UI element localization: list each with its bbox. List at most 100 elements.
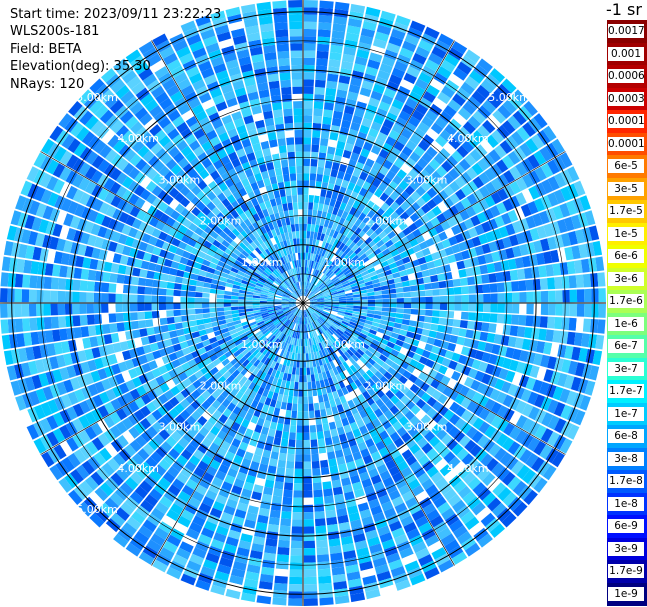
range-bin-cell xyxy=(337,426,345,436)
range-bin-cell xyxy=(559,203,571,218)
range-bin-cell xyxy=(461,294,469,303)
range-bin-cell xyxy=(173,72,188,84)
range-bin-cell xyxy=(361,342,370,350)
range-bin-cell xyxy=(305,274,308,282)
range-bin-cell xyxy=(274,481,284,490)
range-bin-cell xyxy=(453,311,462,320)
range-bin-cell xyxy=(345,359,353,368)
range-bin-cell xyxy=(314,504,325,512)
range-bin-cell xyxy=(523,101,538,117)
range-bin-cell xyxy=(362,164,372,175)
range-bin-cell xyxy=(426,466,439,478)
range-bin-cell xyxy=(201,454,213,466)
range-bin-cell xyxy=(265,332,273,339)
range-bin-cell xyxy=(331,566,345,576)
range-bin-cell xyxy=(307,323,311,332)
range-bin-cell xyxy=(316,280,323,287)
range-bin-cell xyxy=(354,218,363,227)
range-bin-cell xyxy=(310,299,318,302)
range-bin-cell xyxy=(346,297,354,301)
range-bin-cell xyxy=(148,155,160,168)
range-bin-cell xyxy=(281,297,290,300)
range-bin-cell xyxy=(434,372,445,382)
range-bin-cell xyxy=(482,284,491,293)
range-bin-cell xyxy=(214,420,224,430)
range-bin-cell xyxy=(90,223,101,236)
range-bin-cell xyxy=(309,345,314,353)
range-bin-cell xyxy=(305,309,309,317)
range-bin-cell xyxy=(293,108,303,116)
range-bin-cell xyxy=(216,31,232,42)
range-bin-cell xyxy=(368,151,378,162)
range-bin-cell xyxy=(103,177,116,191)
range-bin-cell xyxy=(316,173,323,182)
range-bin-cell xyxy=(437,273,446,282)
range-bin-cell xyxy=(334,588,349,598)
range-bin-cell xyxy=(204,322,213,329)
range-bin-cell xyxy=(463,338,473,348)
range-bin-cell xyxy=(352,291,360,295)
range-bin-cell xyxy=(359,409,368,419)
range-bin-cell xyxy=(153,160,165,173)
range-bin-cell xyxy=(238,312,247,317)
range-bin-cell xyxy=(400,466,413,478)
range-bin-cell xyxy=(270,285,278,290)
range-bin-cell xyxy=(347,578,363,588)
range-bin-cell xyxy=(538,265,547,278)
range-bin-cell xyxy=(46,415,59,430)
range-bin-cell xyxy=(374,310,382,316)
range-bin-cell xyxy=(359,289,368,294)
range-bin-cell xyxy=(145,413,157,426)
range-bin-cell xyxy=(286,288,293,294)
range-bin-cell xyxy=(331,275,338,282)
range-bin-cell xyxy=(101,215,112,228)
range-bin-cell xyxy=(149,342,159,352)
range-bin-cell xyxy=(526,303,534,315)
range-bin-cell xyxy=(149,488,163,501)
range-bin-cell xyxy=(152,246,162,256)
range-bin-cell xyxy=(140,93,154,107)
range-bin-cell xyxy=(109,492,124,507)
range-bin-cell xyxy=(331,301,340,303)
range-bin-cell xyxy=(174,231,185,241)
range-bin-cell xyxy=(158,288,167,296)
range-bin-cell xyxy=(265,382,272,391)
range-bin-cell xyxy=(395,339,404,347)
range-bin-cell xyxy=(382,159,393,170)
range-bin-cell xyxy=(438,33,454,47)
range-bin-cell xyxy=(360,296,368,300)
range-bin-cell xyxy=(185,66,200,78)
range-bin-cell xyxy=(212,17,228,29)
range-bin-cell xyxy=(430,140,443,153)
range-bin-cell xyxy=(460,81,475,95)
range-bin-cell xyxy=(443,105,457,118)
range-bin-cell xyxy=(304,288,306,296)
range-bin-cell xyxy=(238,303,246,307)
range-bin-cell xyxy=(39,344,49,358)
range-bin-cell xyxy=(390,267,399,274)
range-bin-cell xyxy=(348,159,357,169)
range-bin-cell xyxy=(267,299,275,302)
range-bin-cell xyxy=(366,369,375,378)
range-bin-cell xyxy=(158,521,173,534)
range-bin-cell xyxy=(269,383,276,393)
range-bin-cell xyxy=(316,232,322,241)
range-bin-cell xyxy=(403,421,414,432)
range-bin-cell xyxy=(216,303,224,308)
range-bin-cell xyxy=(272,205,279,214)
range-bin-cell xyxy=(557,248,567,262)
range-bin-cell xyxy=(173,522,188,534)
range-bin-cell xyxy=(449,262,459,271)
range-bin-cell xyxy=(105,149,118,163)
range-bin-cell xyxy=(471,501,486,516)
range-bin-cell xyxy=(393,254,402,262)
range-bin-cell xyxy=(195,15,211,27)
range-bin-cell xyxy=(335,373,343,382)
range-bin-cell xyxy=(44,263,54,276)
range-bin-cell xyxy=(331,306,339,309)
range-bin-cell xyxy=(318,350,324,358)
range-bin-cell xyxy=(158,477,171,490)
range-bin-cell xyxy=(151,311,160,319)
range-bin-cell xyxy=(313,231,318,240)
range-bin-cell xyxy=(487,94,502,109)
